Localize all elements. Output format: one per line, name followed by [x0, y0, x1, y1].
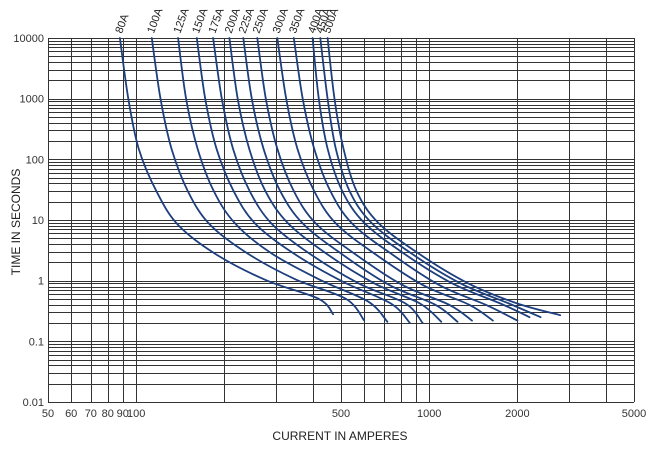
chart-grid [48, 38, 635, 403]
x-tick-label: 90 [117, 408, 129, 420]
curve-100a [150, 37, 366, 322]
x-tick-label: 500 [332, 408, 350, 420]
curve-label-100a: 100A [145, 6, 165, 35]
x-tick-label: 80 [102, 408, 114, 420]
y-tick-label: 10 [32, 215, 44, 227]
curve-125a [177, 37, 389, 323]
y-tick-label: 1 [38, 276, 44, 288]
curve-80a [119, 37, 334, 316]
x-axis-title: CURRENT IN AMPERES [272, 429, 407, 443]
curve-350a [292, 37, 519, 322]
y-axis-title: TIME IN SECONDS [9, 169, 23, 276]
x-tick-label: 60 [65, 408, 77, 420]
curve-500a [326, 37, 562, 317]
curve-label-125a: 125A [172, 6, 192, 35]
x-tick-label: 5000 [622, 408, 646, 420]
x-tick-label: 50 [42, 408, 54, 420]
chart-curves [119, 37, 562, 324]
curve-250a [256, 37, 473, 322]
curve-label-80a: 80A [113, 12, 131, 35]
x-tick-label: 2000 [505, 408, 529, 420]
y-tick-label: 0.01 [23, 397, 44, 409]
y-tick-label: 1000 [20, 94, 44, 106]
y-tick-label: 100 [26, 154, 44, 166]
y-tick-label: 0.1 [29, 336, 44, 348]
x-tick-label: 1000 [417, 408, 441, 420]
y-tick-label: 10000 [13, 33, 44, 45]
x-tick-label: 100 [127, 408, 145, 420]
curve-175a [212, 37, 424, 324]
curve-200a [228, 37, 443, 323]
curve-400a [311, 37, 531, 319]
curve-300a [276, 37, 494, 322]
x-tick-label: 70 [85, 408, 97, 420]
curve-225a [242, 37, 459, 323]
curve-150a [195, 37, 411, 324]
curve-label-350a: 350A [287, 6, 307, 35]
curve-450a [319, 37, 542, 319]
